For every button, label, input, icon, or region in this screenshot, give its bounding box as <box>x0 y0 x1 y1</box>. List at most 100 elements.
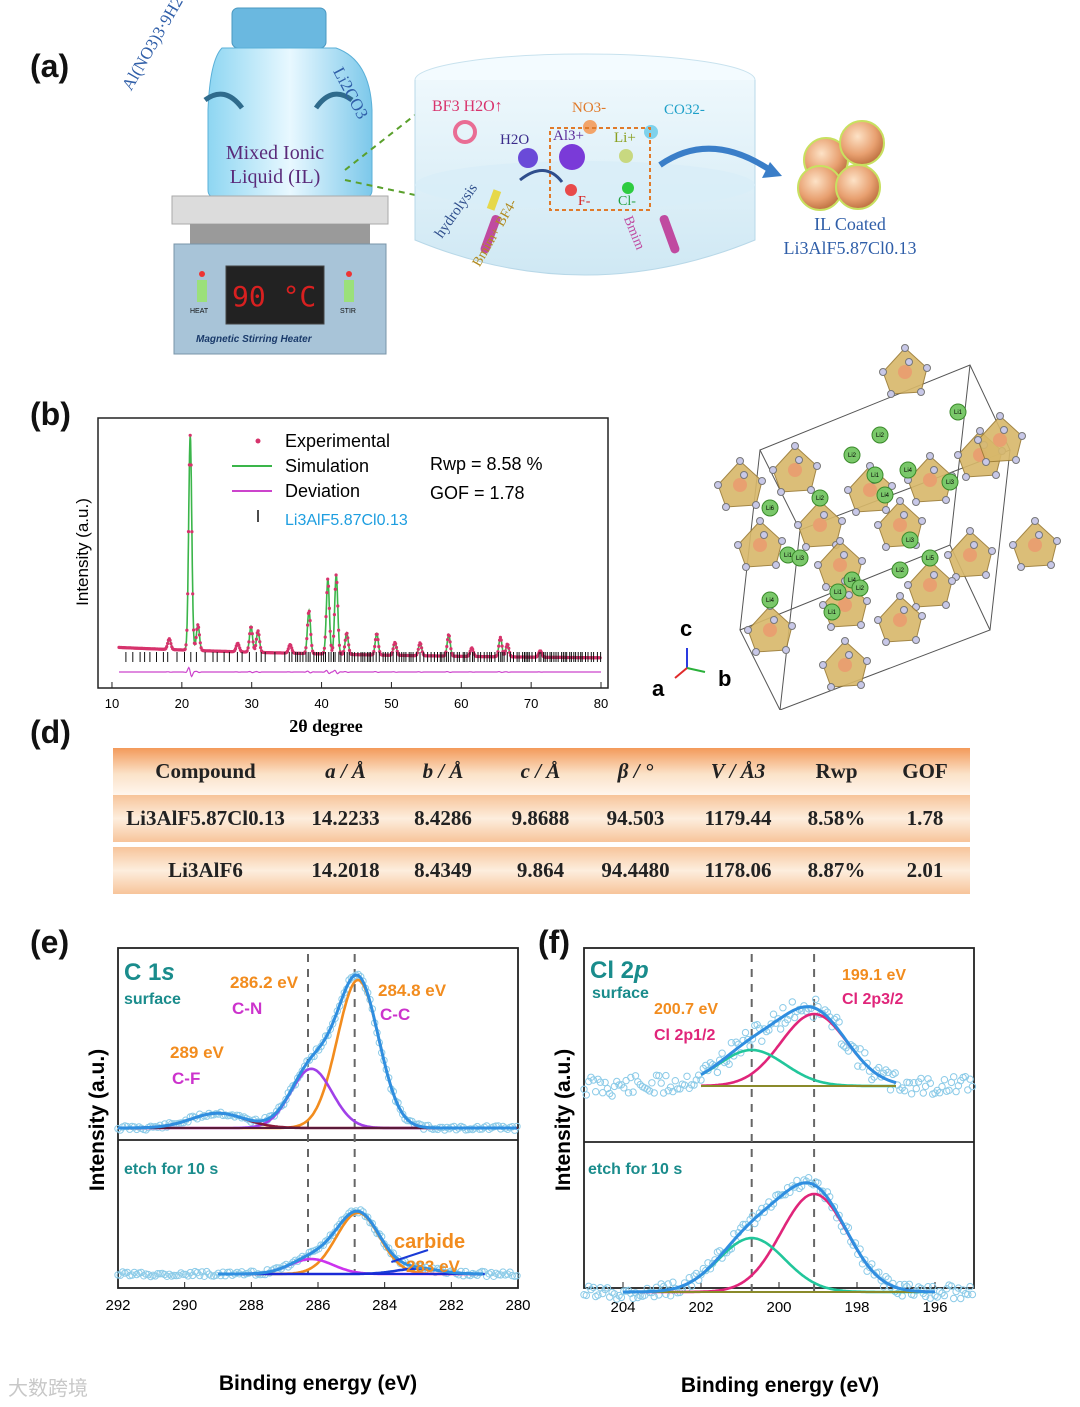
li-atom-label: Li1 <box>871 473 880 479</box>
xrd-bragg-ticks <box>125 652 602 662</box>
xps-data-point <box>659 1089 668 1097</box>
xps-data-point <box>198 1268 206 1276</box>
xrd-xlabel: 2θ degree <box>289 716 363 736</box>
xps-data-point <box>599 1089 607 1097</box>
xps-tick-label: 292 <box>105 1297 130 1314</box>
f-atom <box>772 561 780 569</box>
f-atom <box>976 427 984 435</box>
xps-data-point <box>936 1089 944 1097</box>
cell-compound: Li3AlF6 <box>168 858 243 882</box>
xps-data-point <box>697 1076 705 1084</box>
c1s-etch-label: etch for 10 s <box>124 1161 218 1178</box>
label-cc: C-C <box>380 1005 410 1024</box>
li-atom-label: Li2 <box>848 453 857 459</box>
xps-cl2p-chart: 204 202 200 198 196 Cl 2p surface etch for 1… <box>552 947 977 1397</box>
xps-data-point <box>732 1038 740 1046</box>
xps-data-point <box>133 1125 141 1134</box>
xps-data-point <box>861 1049 869 1057</box>
li-atom-label: Li1 <box>784 553 793 559</box>
product-label-1: IL Coated <box>814 214 886 234</box>
xps-data-point <box>657 1280 665 1288</box>
xps-data-point <box>779 1191 787 1199</box>
xrd-data-point <box>506 643 510 647</box>
species-f: F- <box>578 194 591 209</box>
xrd-data-point <box>499 638 503 642</box>
xps-data-point <box>945 1086 953 1095</box>
xrd-data-point <box>335 580 339 585</box>
c1s-title: C 1s <box>124 959 175 986</box>
xps-data-point <box>156 1270 164 1278</box>
xps-data-point <box>868 1260 876 1268</box>
cell-b: 8.4349 <box>414 858 472 882</box>
xps-data-point <box>504 1270 512 1278</box>
label-289: 289 eV <box>170 1043 225 1062</box>
al-atom <box>993 433 1007 447</box>
f-atom <box>918 517 926 525</box>
li-atom <box>866 466 884 484</box>
xrd-data-point <box>446 638 450 642</box>
xps-c1s-chart: 292 290 288 286 284 282 280 C 1s surface etch … <box>86 947 530 1395</box>
f-atom <box>948 577 956 585</box>
xps-tick-label: 196 <box>922 1299 947 1316</box>
f-atom <box>770 616 778 624</box>
xps-data-point <box>643 1085 651 1093</box>
li-atom <box>899 461 917 479</box>
xrd-data-point <box>391 647 395 651</box>
li-atom-label: Li3 <box>906 538 915 544</box>
li-atom-label: Li3 <box>796 556 805 562</box>
xps-data-point <box>666 1083 675 1091</box>
xrd-data-point <box>307 609 311 613</box>
xps-data-point <box>655 1072 663 1080</box>
xrd-data-point <box>254 643 258 648</box>
cell-rwp: 8.58% <box>807 805 866 830</box>
xrd-data-point <box>342 645 347 649</box>
f-atom <box>926 452 934 460</box>
li-atom <box>891 561 909 579</box>
xps-data-point <box>582 1091 590 1099</box>
cl2p-title: Cl 2p <box>590 957 649 984</box>
axis-b-icon <box>686 667 706 673</box>
xrd-data-point <box>259 646 263 650</box>
xrd-data-point <box>332 634 336 638</box>
xps-data-point <box>730 1230 738 1238</box>
xrd-data-point <box>190 530 194 534</box>
xps-data-point <box>205 1270 213 1278</box>
xrd-data-point <box>289 643 293 647</box>
heat-label: HEAT <box>190 308 209 315</box>
xrd-data-point <box>183 647 187 651</box>
xrd-data-point <box>332 613 336 617</box>
xrd-data-point <box>250 632 254 636</box>
legend-simulation: Simulation <box>285 456 369 476</box>
f-atom <box>1009 541 1017 549</box>
xps-data-point <box>144 1270 153 1279</box>
f-atom <box>879 368 887 376</box>
xrd-data-point <box>333 587 337 591</box>
xps-data-point <box>585 1077 593 1086</box>
xps-data-point <box>608 1092 616 1100</box>
xps-data-point <box>650 1292 658 1301</box>
cell-b: 8.4286 <box>414 805 472 830</box>
xrd-data-point <box>304 646 308 650</box>
f-atom <box>942 601 950 609</box>
xps-data-point <box>615 1291 623 1300</box>
xrd-data-point <box>189 463 193 467</box>
table-header-row: Compound a / Å b / Å c / Å β / ° V / Å3 … <box>113 748 970 795</box>
f-atom <box>1017 563 1025 571</box>
xrd-data-point <box>192 628 196 632</box>
xps-data-point <box>896 1086 904 1094</box>
xrd-data-point <box>166 641 170 646</box>
xrd-data-point <box>185 628 189 632</box>
xrd-data-point <box>373 644 377 649</box>
xps-data-point <box>687 1081 696 1089</box>
li-atom-label: Li4 <box>766 598 775 604</box>
legend-exp-marker <box>255 438 261 444</box>
xrd-data-point <box>186 592 190 596</box>
xps-envelope <box>218 1209 484 1276</box>
f-atom <box>744 626 752 634</box>
xrd-data-point <box>337 643 341 647</box>
label-283: 283 eV <box>406 1257 461 1276</box>
al-atom <box>963 548 977 562</box>
xrd-data-point <box>233 647 238 651</box>
li-atom <box>811 489 829 507</box>
xrd-data-point <box>394 645 399 650</box>
